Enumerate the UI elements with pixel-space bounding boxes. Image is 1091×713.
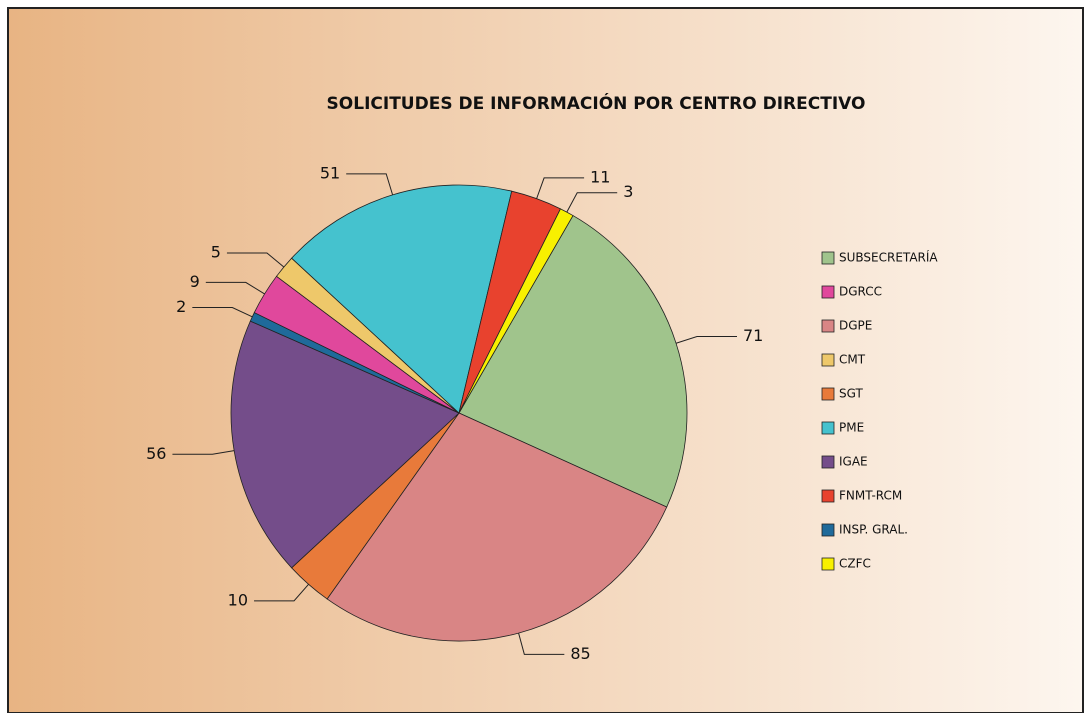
leader-line — [226, 252, 285, 268]
legend-label: SUBSECRETARÍA — [839, 250, 938, 265]
legend-swatch — [821, 319, 835, 333]
legend-label: FNMT-RCM — [839, 489, 902, 503]
legend-swatch — [821, 421, 835, 435]
legend-swatch — [821, 455, 835, 469]
legend-label: CZFC — [839, 557, 871, 571]
leader-line — [346, 173, 394, 196]
leader-line — [518, 632, 565, 655]
legend-swatch — [821, 251, 835, 265]
legend-swatch — [821, 285, 835, 299]
legend-swatch — [821, 557, 835, 571]
leader-line — [254, 583, 309, 602]
leader-line — [536, 177, 585, 199]
chart-title: SOLICITUDES DE INFORMACIÓN POR CENTRO DI… — [327, 92, 866, 114]
legend-label: IGAE — [839, 455, 868, 469]
legend-label: SGT — [839, 387, 863, 401]
legend-swatch — [821, 523, 835, 537]
data-label: 56 — [146, 444, 166, 463]
pie-slice — [230, 320, 460, 569]
data-label: 10 — [228, 590, 248, 609]
data-label: 9 — [190, 272, 200, 291]
legend-swatch — [821, 489, 835, 503]
data-label: 3 — [623, 182, 633, 201]
data-label: 2 — [176, 297, 186, 316]
leader-line — [192, 307, 253, 318]
leader-line — [675, 335, 738, 344]
data-label: 11 — [590, 167, 610, 186]
leader-line — [172, 450, 235, 455]
legend-swatch — [821, 387, 835, 401]
data-label: 51 — [320, 163, 340, 182]
data-label: 5 — [211, 242, 221, 261]
pie-slice — [458, 214, 688, 508]
data-label: 71 — [743, 326, 763, 345]
legend-label: DGRCC — [839, 285, 882, 299]
legend-label: INSP. GRAL. — [839, 523, 908, 537]
pie-slice — [326, 412, 668, 642]
legend-label: DGPE — [839, 319, 872, 333]
legend-swatch — [821, 353, 835, 367]
data-label: 85 — [570, 644, 590, 663]
leader-line — [205, 281, 265, 295]
legend-label: CMT — [839, 353, 866, 367]
leader-line — [566, 192, 618, 213]
legend-label: PME — [839, 421, 864, 435]
